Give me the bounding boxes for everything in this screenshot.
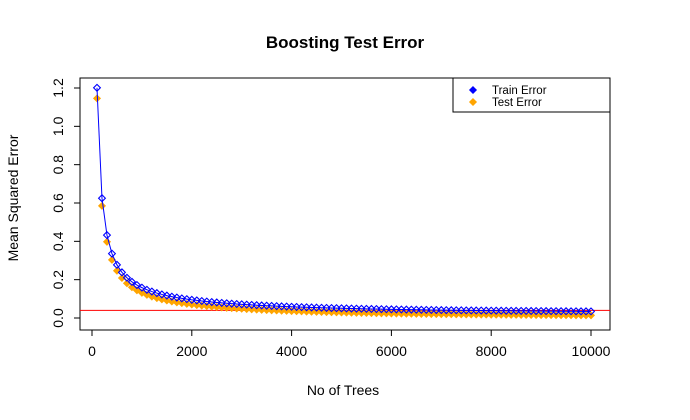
x-tick-label: 4000 xyxy=(276,343,307,359)
data-point xyxy=(152,288,162,298)
data-point xyxy=(217,303,226,312)
data-point xyxy=(112,266,121,275)
data-point xyxy=(177,294,186,303)
data-point xyxy=(167,292,177,301)
data-point xyxy=(97,201,107,210)
data-point xyxy=(222,299,231,308)
data-point xyxy=(167,297,176,306)
series-layer xyxy=(92,83,596,320)
legend-label: Test Error xyxy=(492,97,542,109)
legend-box xyxy=(452,77,611,113)
data-point xyxy=(192,301,201,310)
data-point xyxy=(92,83,102,92)
data-point xyxy=(177,299,186,308)
data-point xyxy=(586,307,596,316)
data-point xyxy=(192,296,201,305)
legend-label: Train Error xyxy=(492,85,547,97)
y-tick-label: 0.0 xyxy=(50,308,66,328)
x-tick-label: 6000 xyxy=(376,343,407,359)
y-axis: 0.0 0.2 0.4 0.6 0.8 1.0 1.2 xyxy=(50,78,81,328)
data-point xyxy=(187,295,196,304)
legend-marker-test xyxy=(468,97,478,107)
legend-marker-train xyxy=(468,85,478,95)
series-line xyxy=(96,87,592,312)
y-tick-label: 0.6 xyxy=(50,193,66,213)
data-point xyxy=(197,296,206,306)
data-point xyxy=(97,194,107,203)
y-tick-label: 0.2 xyxy=(50,270,66,290)
x-tick-label: 10000 xyxy=(572,343,611,359)
y-tick-label: 1.2 xyxy=(50,78,66,98)
y-axis-label: Mean Squared Error xyxy=(5,134,21,261)
chart-title: Boosting Test Error xyxy=(266,33,425,52)
data-point xyxy=(252,305,261,314)
data-point xyxy=(157,290,167,299)
data-point xyxy=(227,299,236,308)
data-point xyxy=(147,287,157,296)
data-point xyxy=(232,304,241,313)
y-tick-label: 0.4 xyxy=(50,231,66,251)
data-point xyxy=(107,249,117,258)
data-point xyxy=(232,299,241,309)
data-point xyxy=(157,295,166,304)
data-point xyxy=(212,303,221,312)
data-point xyxy=(172,298,181,307)
data-point xyxy=(242,305,251,314)
series-test-error xyxy=(92,94,596,320)
series-train-error xyxy=(92,83,596,316)
data-point xyxy=(202,302,211,311)
data-point xyxy=(227,304,236,313)
y-tick-label: 1.0 xyxy=(50,116,66,136)
data-point xyxy=(132,280,142,290)
data-point xyxy=(212,298,221,307)
data-point xyxy=(197,301,206,310)
data-point xyxy=(247,305,256,314)
data-point xyxy=(202,297,211,306)
data-point xyxy=(117,268,127,277)
legend-item: Test Error xyxy=(468,97,542,109)
data-point xyxy=(122,273,132,282)
x-tick-label: 0 xyxy=(88,343,96,359)
x-axis: 0 2000 4000 6000 8000 10000 xyxy=(88,329,611,359)
y-tick-label: 0.8 xyxy=(50,155,66,175)
data-point xyxy=(162,296,171,305)
data-point xyxy=(207,302,216,311)
data-point xyxy=(137,288,146,297)
data-point xyxy=(102,230,112,240)
data-point xyxy=(127,277,137,287)
data-point xyxy=(182,294,191,304)
data-point xyxy=(207,297,216,307)
x-axis-label: No of Trees xyxy=(307,382,379,398)
data-point xyxy=(217,298,226,308)
data-point xyxy=(222,303,231,312)
x-tick-label: 2000 xyxy=(176,343,207,359)
data-point xyxy=(237,304,246,313)
data-point xyxy=(112,260,122,270)
data-point xyxy=(152,294,161,303)
data-point xyxy=(137,283,147,292)
x-tick-label: 8000 xyxy=(476,343,507,359)
data-point xyxy=(172,293,182,302)
legend-item: Train Error xyxy=(468,85,547,97)
data-point xyxy=(142,285,152,294)
data-point xyxy=(182,299,191,308)
data-point xyxy=(162,291,172,300)
data-point xyxy=(187,300,196,309)
